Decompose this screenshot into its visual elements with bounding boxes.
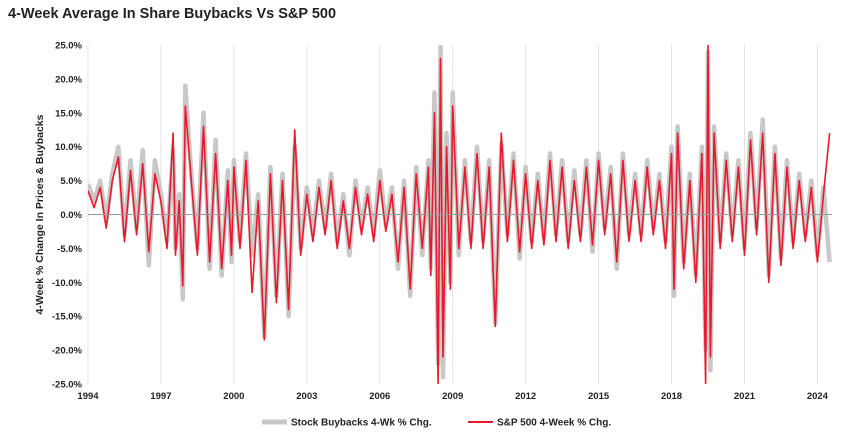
- y-tick-label: -20.0%: [52, 346, 83, 357]
- chart-title: 4-Week Average In Share Buybacks Vs S&P …: [8, 6, 337, 22]
- y-tick-label: -25.0%: [52, 380, 83, 391]
- y-tick-label: 0.0%: [60, 210, 82, 221]
- y-tick-label: -10.0%: [52, 278, 83, 289]
- x-tick-label: 2015: [588, 391, 610, 402]
- y-tick-label: 15.0%: [55, 108, 82, 119]
- y-tick-label: 10.0%: [55, 142, 82, 153]
- x-tick-label: 1994: [77, 391, 99, 402]
- y-tick-label: 5.0%: [60, 176, 82, 187]
- y-tick-label: -5.0%: [57, 244, 82, 255]
- x-tick-label: 2009: [442, 391, 463, 402]
- y-tick-label: -15.0%: [52, 312, 83, 323]
- y-tick-label: 25.0%: [55, 41, 82, 52]
- x-tick-label: 2006: [369, 391, 390, 402]
- x-tick-label: 2024: [807, 391, 829, 402]
- series-line-sp500: [88, 45, 831, 384]
- legend-label: S&P 500 4-Week % Chg.: [497, 418, 611, 429]
- legend: Stock Buybacks 4-Wk % Chg. S&P 500 4-Week…: [262, 418, 611, 429]
- x-tick-label: 2003: [296, 391, 317, 402]
- x-tick-label: 1997: [150, 391, 171, 402]
- legend-label: Stock Buybacks 4-Wk % Chg.: [291, 418, 432, 429]
- series-lines: [88, 45, 832, 384]
- x-tick-label: 2000: [223, 391, 244, 402]
- x-tick-label: 2021: [734, 391, 756, 402]
- y-tick-label: 20.0%: [55, 74, 82, 85]
- axes: 25.0% 20.0% 15.0% 10.0% 5.0% 0.0% -5.0% -10.0% -…: [34, 41, 832, 402]
- x-tick-label: 2012: [515, 391, 536, 402]
- x-tick-label: 2018: [661, 391, 682, 402]
- y-axis-label: 4-Week % Change In Prices & Buybacks: [34, 114, 46, 314]
